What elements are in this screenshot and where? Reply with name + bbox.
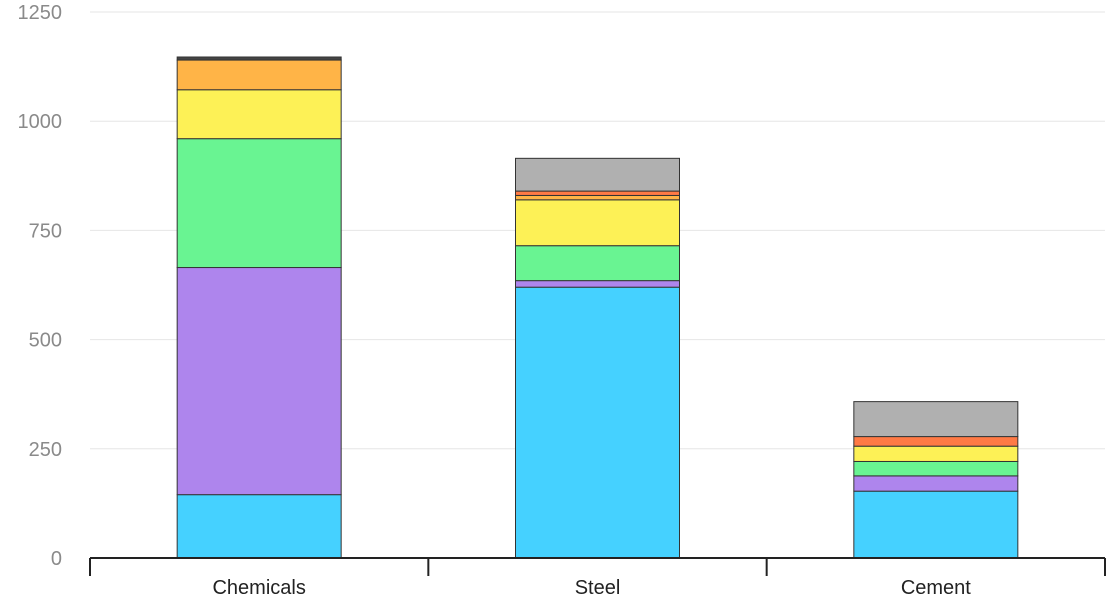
y-tick-label: 1000 (18, 111, 63, 133)
bar-segment (176, 56, 342, 61)
bar-segment (176, 89, 342, 140)
bar-segment (853, 445, 1019, 462)
bar-stack-chemicals (176, 56, 342, 559)
x-tick-label: Steel (575, 577, 621, 599)
y-axis-ticks: 0 250 500 750 1000 1250 (18, 2, 63, 570)
y-tick-label: 0 (51, 548, 62, 570)
bar-segment (515, 199, 680, 247)
y-tick-label: 750 (29, 220, 62, 242)
bar-segment (853, 436, 1019, 447)
bar-segment (515, 280, 680, 288)
x-axis (89, 557, 1106, 576)
bar-segment (515, 286, 680, 559)
bar-segment (853, 490, 1019, 559)
bar-segment (515, 194, 680, 201)
bar-segment (853, 475, 1019, 492)
x-tick-label: Cement (901, 577, 971, 599)
bar-segment (515, 157, 680, 192)
bar-segment (853, 401, 1019, 438)
x-axis-labels: Chemicals Steel Cement (212, 577, 971, 599)
y-tick-label: 250 (29, 439, 62, 461)
bar-segment (176, 59, 342, 91)
bar-segment (853, 460, 1019, 477)
bar-segment (515, 245, 680, 282)
bar-segment (176, 494, 342, 559)
bars (176, 56, 1019, 559)
bar-stack-cement (853, 401, 1019, 559)
bar-stack-steel (515, 157, 680, 559)
y-tick-label: 1250 (18, 2, 63, 24)
x-tick-label: Chemicals (212, 577, 305, 599)
y-tick-label: 500 (29, 330, 62, 352)
bar-segment (176, 267, 342, 496)
bar-segment (176, 138, 342, 269)
bar-segment (515, 190, 680, 196)
